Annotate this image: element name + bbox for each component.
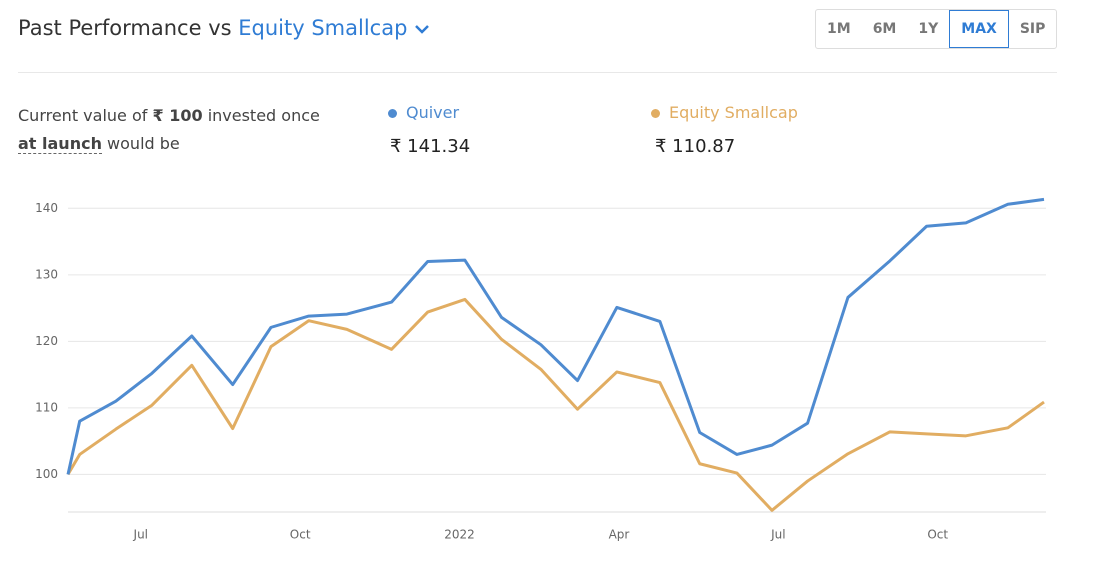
legend-label: Quiver <box>406 103 460 122</box>
x-tick-label: Jul <box>133 528 148 542</box>
summary-tooltip[interactable]: at launch <box>18 134 102 154</box>
benchmark-select[interactable]: Equity Smallcap <box>238 16 430 40</box>
y-tick-label: 120 <box>35 334 58 348</box>
summary-line-1: Current value of ₹ 100 invested once <box>18 106 320 125</box>
x-tick-label: Jul <box>770 528 785 542</box>
period-button[interactable]: MAX <box>949 10 1009 48</box>
x-tick-label: Oct <box>290 528 311 542</box>
legend-dot <box>388 109 397 118</box>
summary-text: invested once <box>207 106 320 125</box>
period-button[interactable]: 6M <box>872 21 897 37</box>
x-tick-label: Oct <box>927 528 948 542</box>
legend-entry: Equity Smallcap <box>651 103 798 122</box>
current-value: ₹ 110.87 <box>655 136 736 157</box>
summary-line-2: at launch would be <box>18 134 180 154</box>
y-tick-label: 100 <box>35 467 58 481</box>
chevron[interactable] <box>414 23 430 35</box>
x-tick-label: Apr <box>609 528 630 542</box>
period-button[interactable]: SIP <box>1019 21 1046 37</box>
period-selector: 1M 6M 1Y MAX SIP <box>815 9 1058 49</box>
summary-amount: ₹ 100 <box>152 106 203 125</box>
legend-entry: Quiver <box>388 103 459 122</box>
title-text: Past Performance vs <box>18 16 232 40</box>
period-button[interactable]: 1M <box>827 21 851 37</box>
y-tick-label: 110 <box>35 400 58 414</box>
series-line <box>66 197 1045 475</box>
summary-text: Current value of <box>18 106 148 125</box>
y-tick-label: 130 <box>35 267 58 281</box>
legend-label: Equity Smallcap <box>669 103 798 122</box>
benchmark-name[interactable]: Equity Smallcap <box>238 16 408 40</box>
summary-text: would be <box>107 134 180 153</box>
series-line <box>66 297 1045 512</box>
period-button[interactable]: 1Y <box>918 21 939 37</box>
separator <box>18 72 1057 73</box>
x-tick-label: 2022 <box>444 528 475 542</box>
current-value: ₹ 141.34 <box>390 136 471 157</box>
title: Past Performance vs Equity Smallcap <box>18 16 430 40</box>
legend-dot <box>651 109 660 118</box>
y-tick-label: 140 <box>35 201 58 215</box>
